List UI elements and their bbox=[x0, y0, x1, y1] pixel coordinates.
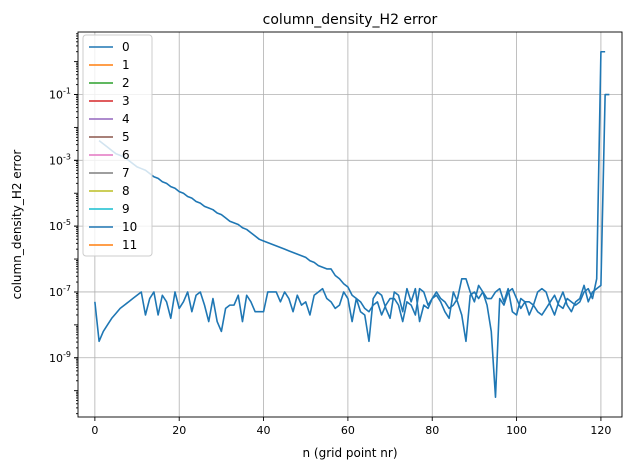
x-tick-label: 80 bbox=[425, 424, 439, 437]
x-tick-label: 40 bbox=[257, 424, 271, 437]
legend-box bbox=[82, 34, 153, 257]
y-tick-label: 10-5 bbox=[49, 218, 71, 233]
y-tick-label: 10-9 bbox=[49, 350, 71, 365]
legend-label: 9 bbox=[122, 202, 130, 216]
y-tick-label: 10-7 bbox=[49, 284, 71, 299]
legend-label: 5 bbox=[122, 130, 130, 144]
chart-title: column_density_H2 error bbox=[263, 12, 438, 28]
legend-label: 7 bbox=[122, 166, 130, 180]
legend-label: 11 bbox=[122, 238, 137, 252]
legend-label: 3 bbox=[122, 94, 130, 108]
grid-layer bbox=[78, 32, 622, 417]
x-tick-label: 100 bbox=[506, 424, 527, 437]
y-tick-label: 10-1 bbox=[49, 87, 71, 102]
y-tick-label: 10-3 bbox=[49, 152, 71, 167]
legend-label: 4 bbox=[122, 112, 130, 126]
series-line-10 bbox=[94, 50, 606, 343]
series-layer bbox=[94, 50, 610, 399]
legend-label: 2 bbox=[122, 76, 130, 90]
legend-label: 8 bbox=[122, 184, 130, 198]
x-tick-label: 120 bbox=[590, 424, 611, 437]
legend-label: 1 bbox=[122, 58, 130, 72]
series-line-0 bbox=[98, 93, 610, 399]
legend-label: 0 bbox=[122, 40, 130, 54]
legend-label: 6 bbox=[122, 148, 130, 162]
legend: 0 1 2 3 4 5 6 7 8 9 10 11 bbox=[82, 34, 153, 257]
legend-label: 10 bbox=[122, 220, 137, 234]
x-tick-label: 60 bbox=[341, 424, 355, 437]
x-tick-label: 0 bbox=[91, 424, 98, 437]
plot-frame bbox=[77, 31, 623, 418]
x-tick-label: 20 bbox=[172, 424, 186, 437]
x-axis-label: n (grid point nr) bbox=[302, 446, 397, 460]
y-axis-label: column_density_H2 error bbox=[10, 150, 24, 300]
